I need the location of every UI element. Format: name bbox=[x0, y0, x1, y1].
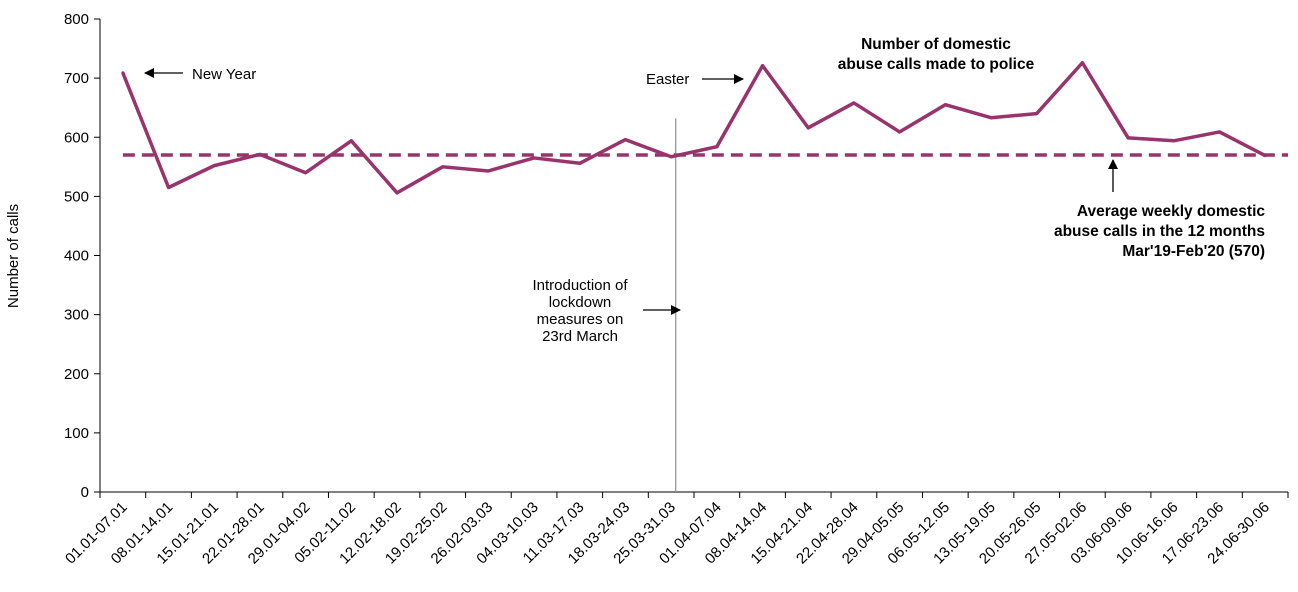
new-year-annotation: New Year bbox=[192, 66, 256, 83]
y-axis: 0 100 200 300 400 500 600 700 800 bbox=[64, 11, 101, 501]
lockdown-label: Introduction of bbox=[532, 277, 628, 294]
data-point bbox=[395, 191, 399, 195]
lockdown-label: 23rd March bbox=[542, 328, 618, 345]
y-tick-label: 600 bbox=[64, 129, 89, 146]
data-point bbox=[349, 139, 353, 143]
lockdown-label: lockdown bbox=[549, 294, 612, 311]
y-tick-label: 200 bbox=[64, 366, 89, 383]
data-point bbox=[715, 145, 719, 149]
data-point bbox=[1080, 61, 1084, 65]
y-tick-label: 500 bbox=[64, 188, 89, 205]
data-point bbox=[258, 152, 262, 156]
x-axis: 01.01-07.0108.01-14.0115.01-21.0122.01-2… bbox=[62, 491, 1289, 567]
y-axis-title: Number of calls bbox=[5, 204, 22, 308]
series-label: Number of domestic bbox=[861, 36, 1011, 53]
data-point bbox=[486, 169, 490, 173]
data-point bbox=[623, 138, 627, 142]
average-label: Average weekly domestic bbox=[1077, 203, 1265, 220]
data-point bbox=[761, 64, 765, 68]
y-tick-label: 700 bbox=[64, 70, 89, 87]
data-point bbox=[1263, 154, 1267, 158]
data-point bbox=[943, 103, 947, 107]
data-point bbox=[1172, 139, 1176, 143]
data-point bbox=[1217, 130, 1221, 134]
series-group bbox=[121, 61, 1267, 195]
average-label: Mar'19-Feb'20 (570) bbox=[1122, 243, 1265, 260]
data-point bbox=[898, 130, 902, 134]
y-tick-label: 100 bbox=[64, 425, 89, 442]
y-tick-label: 300 bbox=[64, 307, 89, 324]
data-point bbox=[989, 116, 993, 120]
data-point bbox=[532, 156, 536, 160]
lockdown-label: measures on bbox=[537, 311, 624, 328]
data-point bbox=[441, 165, 445, 169]
average-label: abuse calls in the 12 months bbox=[1054, 223, 1265, 240]
data-point bbox=[1126, 136, 1130, 140]
data-point bbox=[806, 126, 810, 130]
easter-annotation: Easter bbox=[646, 71, 689, 88]
annotations-group: New Year Easter Number of domestic abuse ca… bbox=[144, 36, 1265, 345]
data-point bbox=[304, 171, 308, 175]
y-tick-label: 800 bbox=[64, 11, 89, 28]
data-point bbox=[852, 101, 856, 105]
series-line bbox=[121, 61, 1266, 195]
series-label: abuse calls made to police bbox=[838, 56, 1035, 73]
data-point bbox=[1035, 112, 1039, 116]
data-point bbox=[578, 161, 582, 165]
y-tick-label: 0 bbox=[81, 484, 89, 501]
data-point bbox=[212, 164, 216, 168]
data-point bbox=[669, 155, 673, 159]
y-tick-label: 400 bbox=[64, 248, 89, 265]
data-point bbox=[121, 71, 125, 75]
data-point bbox=[167, 186, 171, 190]
